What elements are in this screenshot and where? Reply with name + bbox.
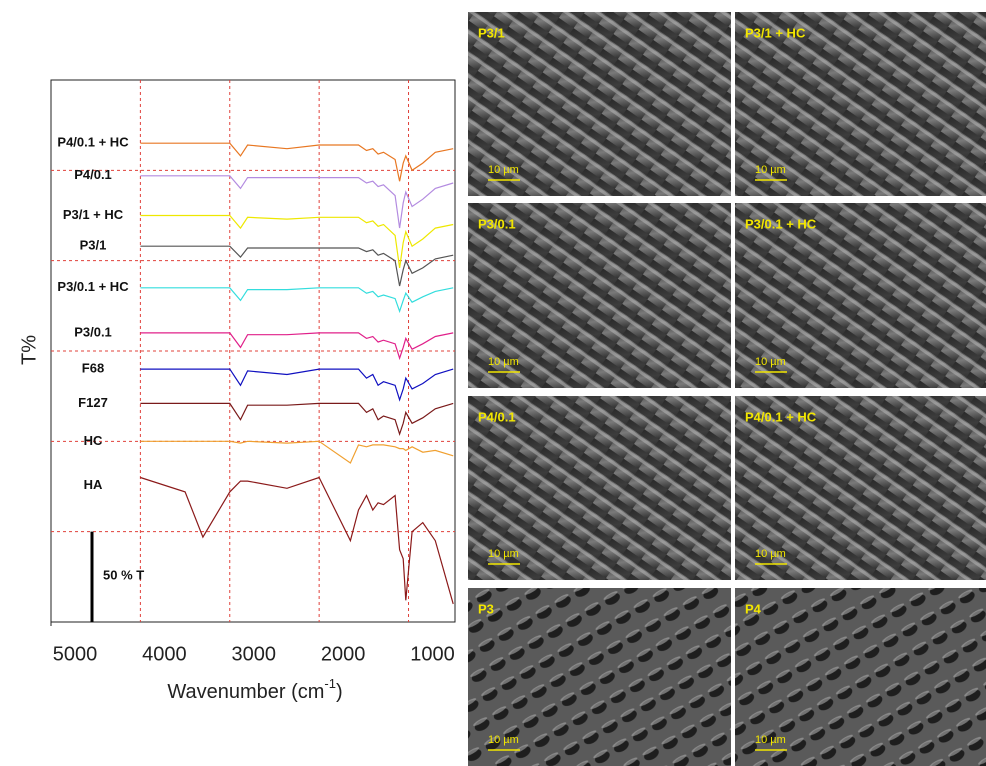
spectrum-line — [140, 369, 453, 400]
x-tick-label: 5000 — [53, 643, 98, 665]
spectrum-line — [140, 441, 453, 463]
scale-bar-label: 50 % T — [103, 567, 144, 582]
x-axis-label-text: Wavenumber (cm — [167, 681, 324, 703]
x-axis-label: Wavenumber (cm-1) — [167, 676, 342, 703]
sem-scale-label: 10 µm — [755, 164, 786, 176]
series-label: F68 — [82, 361, 104, 376]
x-axis-label-sup: -1 — [324, 676, 336, 691]
page: {"chart_data":{"type":"line","xlabel":{"… — [0, 0, 986, 766]
sem-scale-label: 10 µm — [488, 734, 519, 746]
sem-images: P3/1 10 µm P3/1 + HC 10 µm P3/0.1 10 µm P3/0.1… — [468, 12, 986, 766]
sem-scale-label: 10 µm — [488, 356, 519, 368]
x-tick-label: 1000 — [410, 643, 455, 665]
sem-label: P3/1 — [478, 25, 505, 40]
series-label: HA — [84, 477, 103, 492]
sem-label: P4/0.1 — [478, 409, 516, 424]
x-axis-label-suffix: ) — [336, 681, 343, 703]
sem-scale-label: 10 µm — [755, 548, 786, 560]
series-label: P3/0.1 — [74, 324, 112, 339]
sem-label: P3/1 + HC — [745, 25, 806, 40]
spectrum-line — [140, 288, 453, 312]
series-label: P3/1 — [80, 238, 107, 253]
spectrum-line — [140, 478, 453, 604]
sem-scale-label: 10 µm — [755, 734, 786, 746]
figure: T% Wavenumber (cm-1) P3/1 10 µm P3/1 + HC 1… — [0, 0, 986, 766]
series-label: F127 — [78, 395, 108, 410]
series-label: P3/0.1 + HC — [57, 279, 129, 294]
sem-scale-label: 10 µm — [488, 164, 519, 176]
sem-label: P4 — [745, 601, 762, 616]
sem-label: P3/0.1 — [478, 216, 516, 231]
sem-scale-label: 10 µm — [488, 548, 519, 560]
sem-label: P3 — [478, 601, 494, 616]
spectrum-line — [140, 216, 453, 268]
series-label: P3/1 + HC — [63, 207, 124, 222]
sem-label: P4/0.1 + HC — [745, 409, 817, 424]
spectrum-line — [140, 246, 453, 286]
spectrum-line — [140, 403, 453, 434]
series-label: P4/0.1 + HC — [57, 135, 129, 150]
y-axis-label: T% — [18, 335, 40, 365]
x-tick-label: 4000 — [142, 643, 187, 665]
x-tick-label: 3000 — [232, 643, 277, 665]
x-tick-label: 2000 — [321, 643, 366, 665]
sem-scale-label: 10 µm — [755, 356, 786, 368]
sem-label: P3/0.1 + HC — [745, 216, 817, 231]
spectrum-line — [140, 176, 453, 228]
spectrum-line — [140, 333, 453, 358]
series-label: P4/0.1 — [74, 167, 112, 182]
series-label: HC — [84, 433, 103, 448]
